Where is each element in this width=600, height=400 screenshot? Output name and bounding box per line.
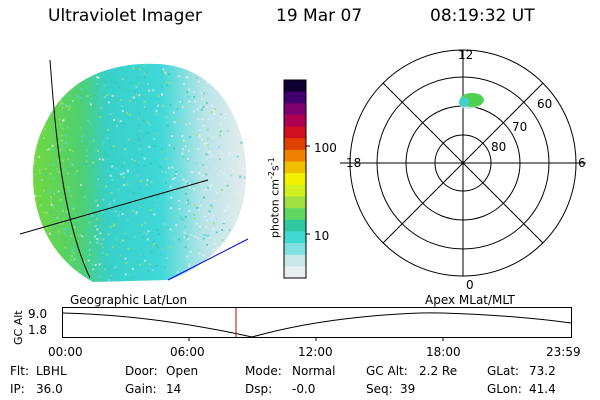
time-tick-12: 12:00 <box>298 345 333 359</box>
colorbar-segment <box>284 161 306 174</box>
colorbar-segment <box>284 266 306 279</box>
colorbar-tick-10: 10 <box>314 229 330 243</box>
colorbar <box>283 79 310 279</box>
colorbar-segment <box>284 243 306 256</box>
dsp-value: -0.0 <box>292 382 316 396</box>
door-label: Door: <box>125 364 158 378</box>
colorbar-segment <box>284 231 306 244</box>
latitude-line <box>19 179 209 235</box>
colorbar-segment <box>284 103 306 116</box>
observation-time: 08:19:32 UT <box>430 6 535 26</box>
ip-label: IP: <box>10 382 25 396</box>
altitude-axis-label: GC Alt <box>12 310 25 345</box>
colorbar-segment <box>284 184 306 197</box>
geographic-label: Geographic Lat/Lon <box>70 293 188 307</box>
flt-value: LBHL <box>36 364 67 378</box>
mlt-label-18: 18 <box>346 156 362 170</box>
colorbar-segment <box>284 254 306 267</box>
altitude-tick-9: 9.0 <box>28 307 48 321</box>
colorbar-unit-label: photon cm-2s-1 <box>267 157 282 238</box>
colorbar-segment <box>284 80 306 93</box>
mode-value: Normal <box>292 364 336 378</box>
time-tick-18: 18:00 <box>426 345 461 359</box>
time-tick-0: 00:00 <box>48 345 83 359</box>
colorbar-segment <box>284 91 306 104</box>
mode-label: Mode: <box>245 364 282 378</box>
glat-label: GLat: <box>487 364 520 378</box>
gain-label: Gain: <box>125 382 157 396</box>
colorbar-segment <box>284 126 306 139</box>
mlt-label-0: 0 <box>466 278 474 292</box>
dsp-label: Dsp: <box>245 382 273 396</box>
gain-value: 14 <box>166 382 182 396</box>
observation-date: 19 Mar 07 <box>276 6 363 26</box>
app-title: Ultraviolet Imager <box>48 6 202 26</box>
gcalt-value: 2.2 Re <box>419 364 458 378</box>
apex-label: Apex MLat/MLT <box>425 293 515 307</box>
earth-image-panel <box>19 59 249 282</box>
door-value: Open <box>166 364 199 378</box>
mlt-label-6: 6 <box>578 156 586 170</box>
colorbar-segment <box>284 208 306 221</box>
seq-label: Seq: <box>366 382 393 396</box>
earth-disk <box>33 63 247 282</box>
glat-value: 73.2 <box>529 364 556 378</box>
glon-label: GLon: <box>487 382 522 396</box>
mlt-label-12: 12 <box>458 48 474 62</box>
colorbar-segment <box>284 149 306 163</box>
time-tick-6: 06:00 <box>170 345 205 359</box>
lat-label-70: 70 <box>512 120 528 134</box>
time-tick-23-59: 23:59 <box>546 345 581 359</box>
colorbar-tick-100: 100 <box>314 141 337 155</box>
glon-value: 41.4 <box>529 382 556 396</box>
ip-value: 36.0 <box>36 382 63 396</box>
colorbar-segment <box>284 138 306 151</box>
colorbar-segment <box>284 173 306 186</box>
seq-value: 39 <box>400 382 416 396</box>
limb-line <box>167 238 249 281</box>
colorbar-segment <box>284 196 306 209</box>
lat-label-80: 80 <box>491 140 507 154</box>
altitude-plot <box>61 307 572 341</box>
longitude-line <box>49 59 91 279</box>
altitude-tick-1-8: 1.8 <box>28 323 48 337</box>
polar-plot <box>340 49 586 277</box>
colorbar-segment <box>284 219 306 232</box>
gcalt-label: GC Alt: <box>366 364 408 378</box>
lat-label-60: 60 <box>537 97 553 111</box>
colorbar-segment <box>284 114 306 128</box>
flt-label: Flt: <box>10 364 29 378</box>
